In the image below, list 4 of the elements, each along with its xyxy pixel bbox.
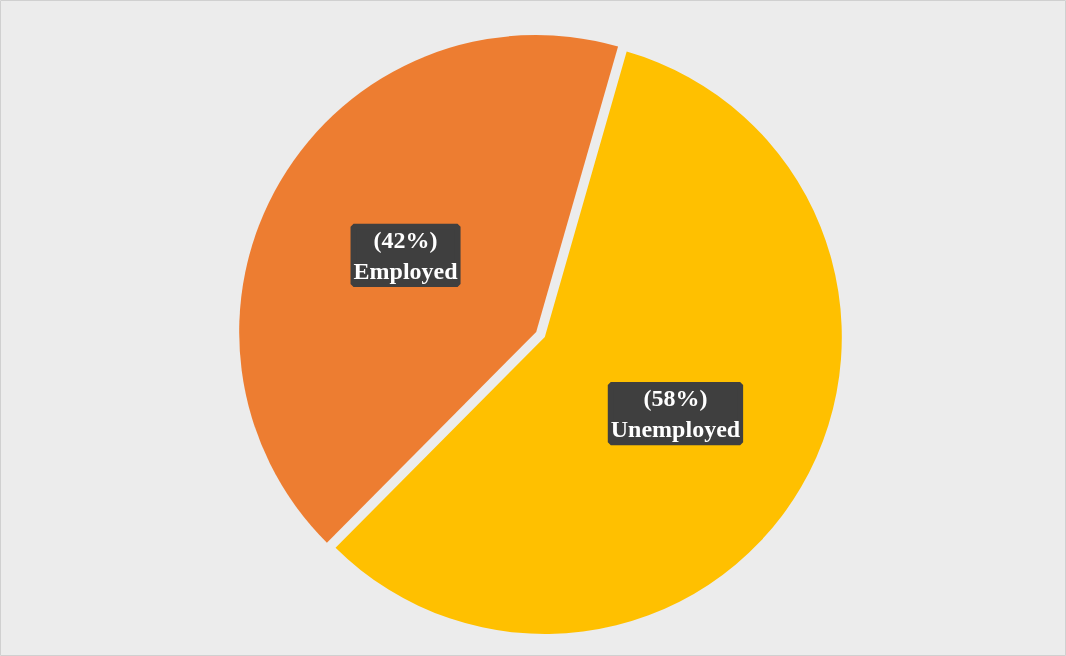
- data-label: (58%): [643, 385, 708, 412]
- slice-label: Employed: [353, 257, 459, 284]
- data-label: (42%): [373, 226, 438, 253]
- slice-label: Unemployed: [610, 416, 741, 443]
